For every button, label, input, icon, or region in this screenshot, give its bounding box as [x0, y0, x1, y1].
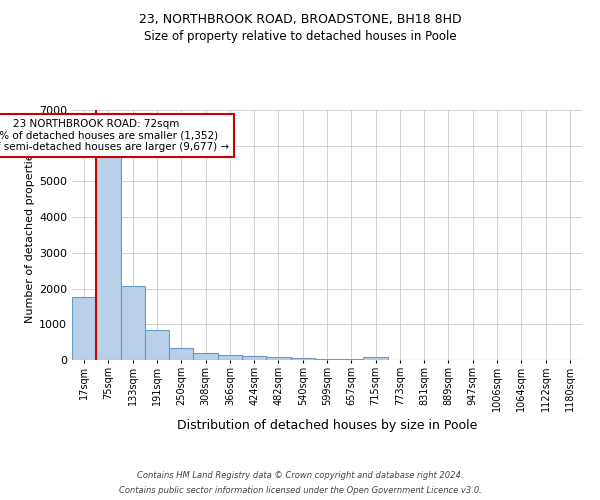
Bar	[290, 358, 315, 360]
Text: 23 NORTHBROOK ROAD: 72sqm
← 12% of detached houses are smaller (1,352)
87% of se: 23 NORTHBROOK ROAD: 72sqm ← 12% of detac…	[0, 119, 229, 152]
Bar	[339, 359, 364, 360]
Bar	[193, 352, 218, 360]
Text: Contains public sector information licensed under the Open Government Licence v3: Contains public sector information licen…	[119, 486, 481, 495]
Bar	[72, 297, 96, 360]
Bar	[145, 330, 169, 360]
Bar	[169, 348, 193, 360]
Bar	[315, 358, 339, 360]
Text: Size of property relative to detached houses in Poole: Size of property relative to detached ho…	[143, 30, 457, 43]
Bar	[242, 356, 266, 360]
X-axis label: Distribution of detached houses by size in Poole: Distribution of detached houses by size …	[177, 420, 477, 432]
Bar	[121, 286, 145, 360]
Bar	[96, 154, 121, 360]
Y-axis label: Number of detached properties: Number of detached properties	[25, 148, 35, 322]
Text: Contains HM Land Registry data © Crown copyright and database right 2024.: Contains HM Land Registry data © Crown c…	[137, 471, 463, 480]
Bar	[364, 357, 388, 360]
Text: 23, NORTHBROOK ROAD, BROADSTONE, BH18 8HD: 23, NORTHBROOK ROAD, BROADSTONE, BH18 8H…	[139, 12, 461, 26]
Bar	[266, 358, 290, 360]
Bar	[218, 355, 242, 360]
